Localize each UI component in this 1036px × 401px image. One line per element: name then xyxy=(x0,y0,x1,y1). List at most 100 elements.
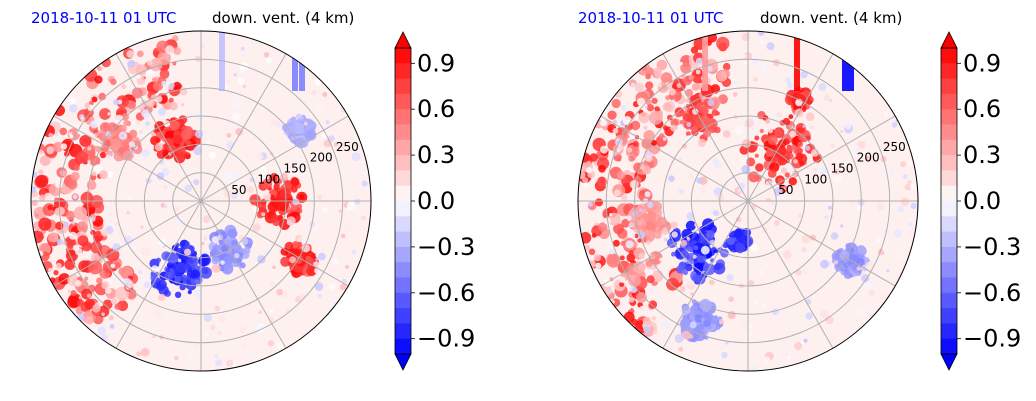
field-cell xyxy=(203,236,208,241)
field-cell xyxy=(833,174,843,184)
field-cell xyxy=(35,174,49,188)
field-cell xyxy=(261,178,273,190)
field-cell xyxy=(105,287,112,294)
field-cell xyxy=(721,351,728,359)
field-cell xyxy=(156,172,165,180)
right-polar-grid xyxy=(577,30,919,372)
field-cell xyxy=(218,239,224,245)
field-cell xyxy=(224,170,233,180)
colorbar-tick-label: −0.9 xyxy=(417,325,475,353)
field-cell xyxy=(107,112,111,116)
colorbar-segment xyxy=(395,93,411,110)
field-cell xyxy=(170,120,180,131)
field-cell xyxy=(632,210,638,217)
colorbar-segment xyxy=(395,323,411,340)
field-cell xyxy=(776,112,782,118)
field-cell xyxy=(338,209,342,213)
field-cell xyxy=(622,116,632,125)
field-cell xyxy=(667,114,673,121)
field-cell xyxy=(713,210,720,217)
field-cell xyxy=(31,186,37,193)
field-cell xyxy=(578,170,586,179)
field-cell xyxy=(152,334,156,339)
field-cell xyxy=(706,230,715,239)
field-cell xyxy=(774,128,782,137)
field-cell xyxy=(174,356,179,361)
field-cell xyxy=(767,134,778,146)
field-cell xyxy=(174,291,182,298)
field-cell xyxy=(616,144,624,151)
field-cell xyxy=(181,103,185,107)
field-cell xyxy=(70,290,77,297)
field-cell xyxy=(692,254,697,259)
field-cell xyxy=(141,109,151,119)
field-cell xyxy=(67,179,78,190)
field-cell xyxy=(803,339,808,343)
field-cell xyxy=(103,139,111,147)
field-cell xyxy=(233,101,241,109)
field-cell xyxy=(639,305,646,312)
field-cell xyxy=(74,165,80,171)
field-cell xyxy=(722,130,731,138)
field-cell xyxy=(90,120,99,129)
field-cell xyxy=(600,145,608,154)
field-cell xyxy=(734,242,746,254)
field-cell xyxy=(659,314,665,320)
field-cell xyxy=(77,235,89,247)
field-cell xyxy=(686,122,692,127)
field-cell xyxy=(685,131,691,137)
field-cell xyxy=(140,347,150,357)
field-cell xyxy=(314,282,324,291)
field-cell xyxy=(788,114,794,120)
field-cell xyxy=(136,114,143,120)
field-cell xyxy=(154,142,164,152)
colorbar-segment xyxy=(395,338,411,355)
colorbar-tick-label: 0.0 xyxy=(417,187,455,215)
field-cell xyxy=(907,159,914,167)
field-cell xyxy=(299,194,305,200)
field-cell xyxy=(651,316,656,321)
field-cell xyxy=(651,97,658,104)
field-cell xyxy=(861,274,870,283)
field-cell xyxy=(96,66,102,71)
colorbar-tick-label: 0.6 xyxy=(963,95,1001,123)
field-cell xyxy=(666,277,680,291)
field-cell xyxy=(39,155,51,167)
field-cell xyxy=(173,47,182,56)
field-cell xyxy=(900,197,910,206)
field-cell xyxy=(690,309,696,315)
field-cell xyxy=(834,168,841,175)
field-cell xyxy=(287,121,295,128)
field-cell xyxy=(152,77,157,82)
field-cell xyxy=(619,276,626,283)
field-cell xyxy=(328,283,336,290)
field-cell xyxy=(48,267,53,273)
field-cell xyxy=(145,69,153,76)
field-streak xyxy=(848,31,854,91)
field-cell xyxy=(628,296,635,303)
field-cell xyxy=(185,241,190,246)
field-cell xyxy=(290,177,300,187)
field-cell xyxy=(638,112,650,124)
field-cell xyxy=(347,207,352,212)
field-cell xyxy=(290,116,297,122)
colorbar-tick-label: 0.9 xyxy=(417,49,455,77)
field-cell xyxy=(589,153,598,162)
field-cell xyxy=(824,215,829,220)
field-cell xyxy=(121,84,127,90)
field-cell xyxy=(165,267,171,273)
field-cell xyxy=(99,151,107,159)
field-cell xyxy=(682,143,688,149)
field-cell xyxy=(865,261,875,271)
field-cell xyxy=(354,198,361,205)
field-cell xyxy=(295,295,302,303)
field-cell xyxy=(261,212,266,217)
field-cell xyxy=(695,69,701,75)
field-cell xyxy=(101,281,110,290)
field-cell xyxy=(325,237,334,246)
colorbar-segment xyxy=(941,338,957,355)
field-cell xyxy=(644,231,649,236)
grid-spoke xyxy=(53,200,202,287)
field-cell xyxy=(644,105,648,109)
field-cell xyxy=(643,325,651,333)
